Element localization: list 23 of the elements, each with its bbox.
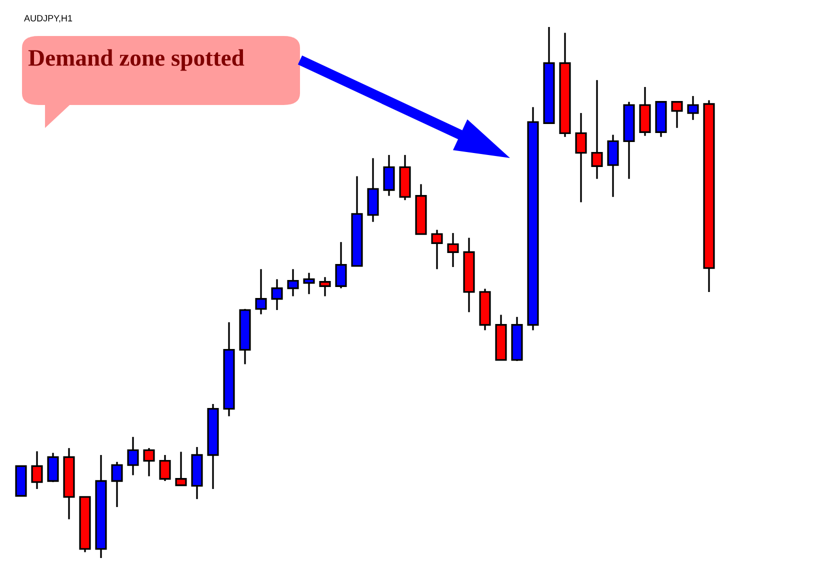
candlestick [687,95,699,121]
candlestick [303,272,315,295]
candlestick [607,134,619,198]
candlestick [335,241,347,290]
candlestick [47,452,59,483]
candlestick [383,154,395,197]
candlestick [671,101,683,129]
chart-title: AUDJPY,H1 [24,15,72,22]
candlestick [271,278,283,311]
candlestick [287,268,299,298]
candlestick [111,461,123,508]
candlestick [591,79,603,180]
candlestick [447,232,459,268]
candlestick [31,450,43,490]
candlestick [127,436,139,476]
candlestick [319,276,331,298]
candlestick [175,450,187,486]
candlestick [159,454,171,482]
candlestick [143,447,155,478]
candlestick [575,112,587,204]
candlestick [255,268,267,316]
candlestick [431,229,443,270]
annotation: Demand zone spotted [28,49,244,71]
